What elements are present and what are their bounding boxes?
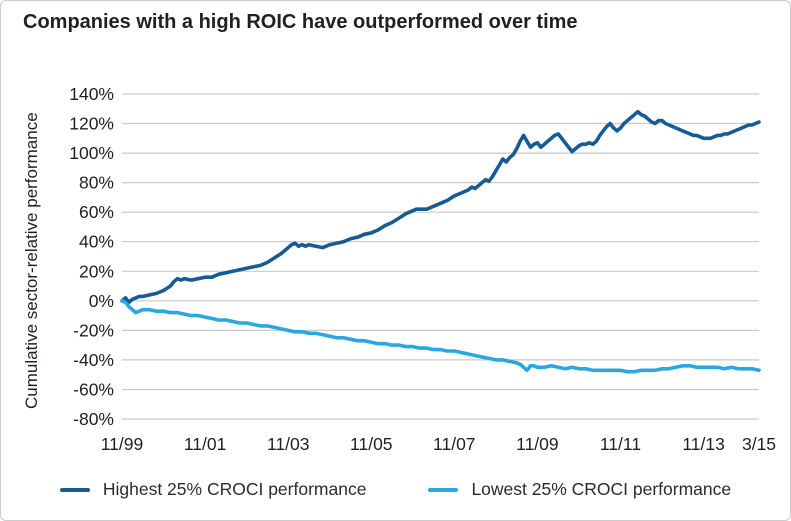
highest-line-swatch [59,487,90,492]
legend-label-highest: Highest 25% CROCI performance [102,479,367,499]
y-tick-label: -20% [73,320,114,340]
y-tick-label: -80% [73,409,114,429]
y-tick-label: 20% [79,261,114,281]
y-tick-label: 140% [69,84,114,104]
x-tick-label: 3/15 [742,434,776,454]
y-tick-label: -40% [73,350,114,370]
chart-title: Companies with a high ROIC have outperfo… [23,11,578,33]
series-line-highest [120,109,761,305]
x-tick-label: 11/99 [101,434,144,454]
series-line-lowest [120,298,761,374]
x-tick-label: 11/07 [433,434,476,454]
legend-item-highest: Highest 25% CROCI performance [59,479,367,500]
x-tick-label: 11/11 [600,434,641,454]
y-tick-label: -60% [73,380,114,400]
x-tick-label: 11/03 [267,434,310,454]
x-tick-label: 11/05 [350,434,393,454]
legend-item-lowest: Lowest 25% CROCI performance [428,479,731,500]
x-tick-label: 11/01 [184,434,227,454]
lowest-line-swatch [428,487,459,492]
y-tick-label: 100% [69,143,114,163]
x-tick-label: 11/09 [516,434,559,454]
y-tick-label: 40% [79,232,114,252]
legend: Highest 25% CROCI performance Lowest 25%… [1,479,790,500]
y-tick-label: 80% [79,173,114,193]
y-tick-label: 60% [79,202,114,222]
x-tick-label: 11/13 [682,434,725,454]
y-tick-label: 120% [69,114,114,134]
y-tick-label: 0% [89,291,114,311]
legend-label-lowest: Lowest 25% CROCI performance [471,479,732,499]
